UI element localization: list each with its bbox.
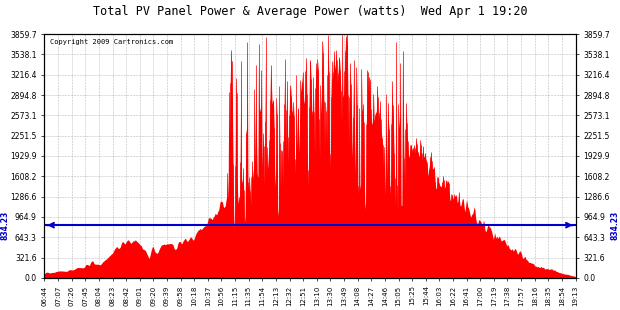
Text: 834.23: 834.23	[610, 210, 619, 240]
Text: 834.23: 834.23	[1, 210, 10, 240]
Text: Total PV Panel Power & Average Power (watts)  Wed Apr 1 19:20: Total PV Panel Power & Average Power (wa…	[92, 5, 528, 18]
Text: Copyright 2009 Cartronics.com: Copyright 2009 Cartronics.com	[50, 39, 173, 45]
